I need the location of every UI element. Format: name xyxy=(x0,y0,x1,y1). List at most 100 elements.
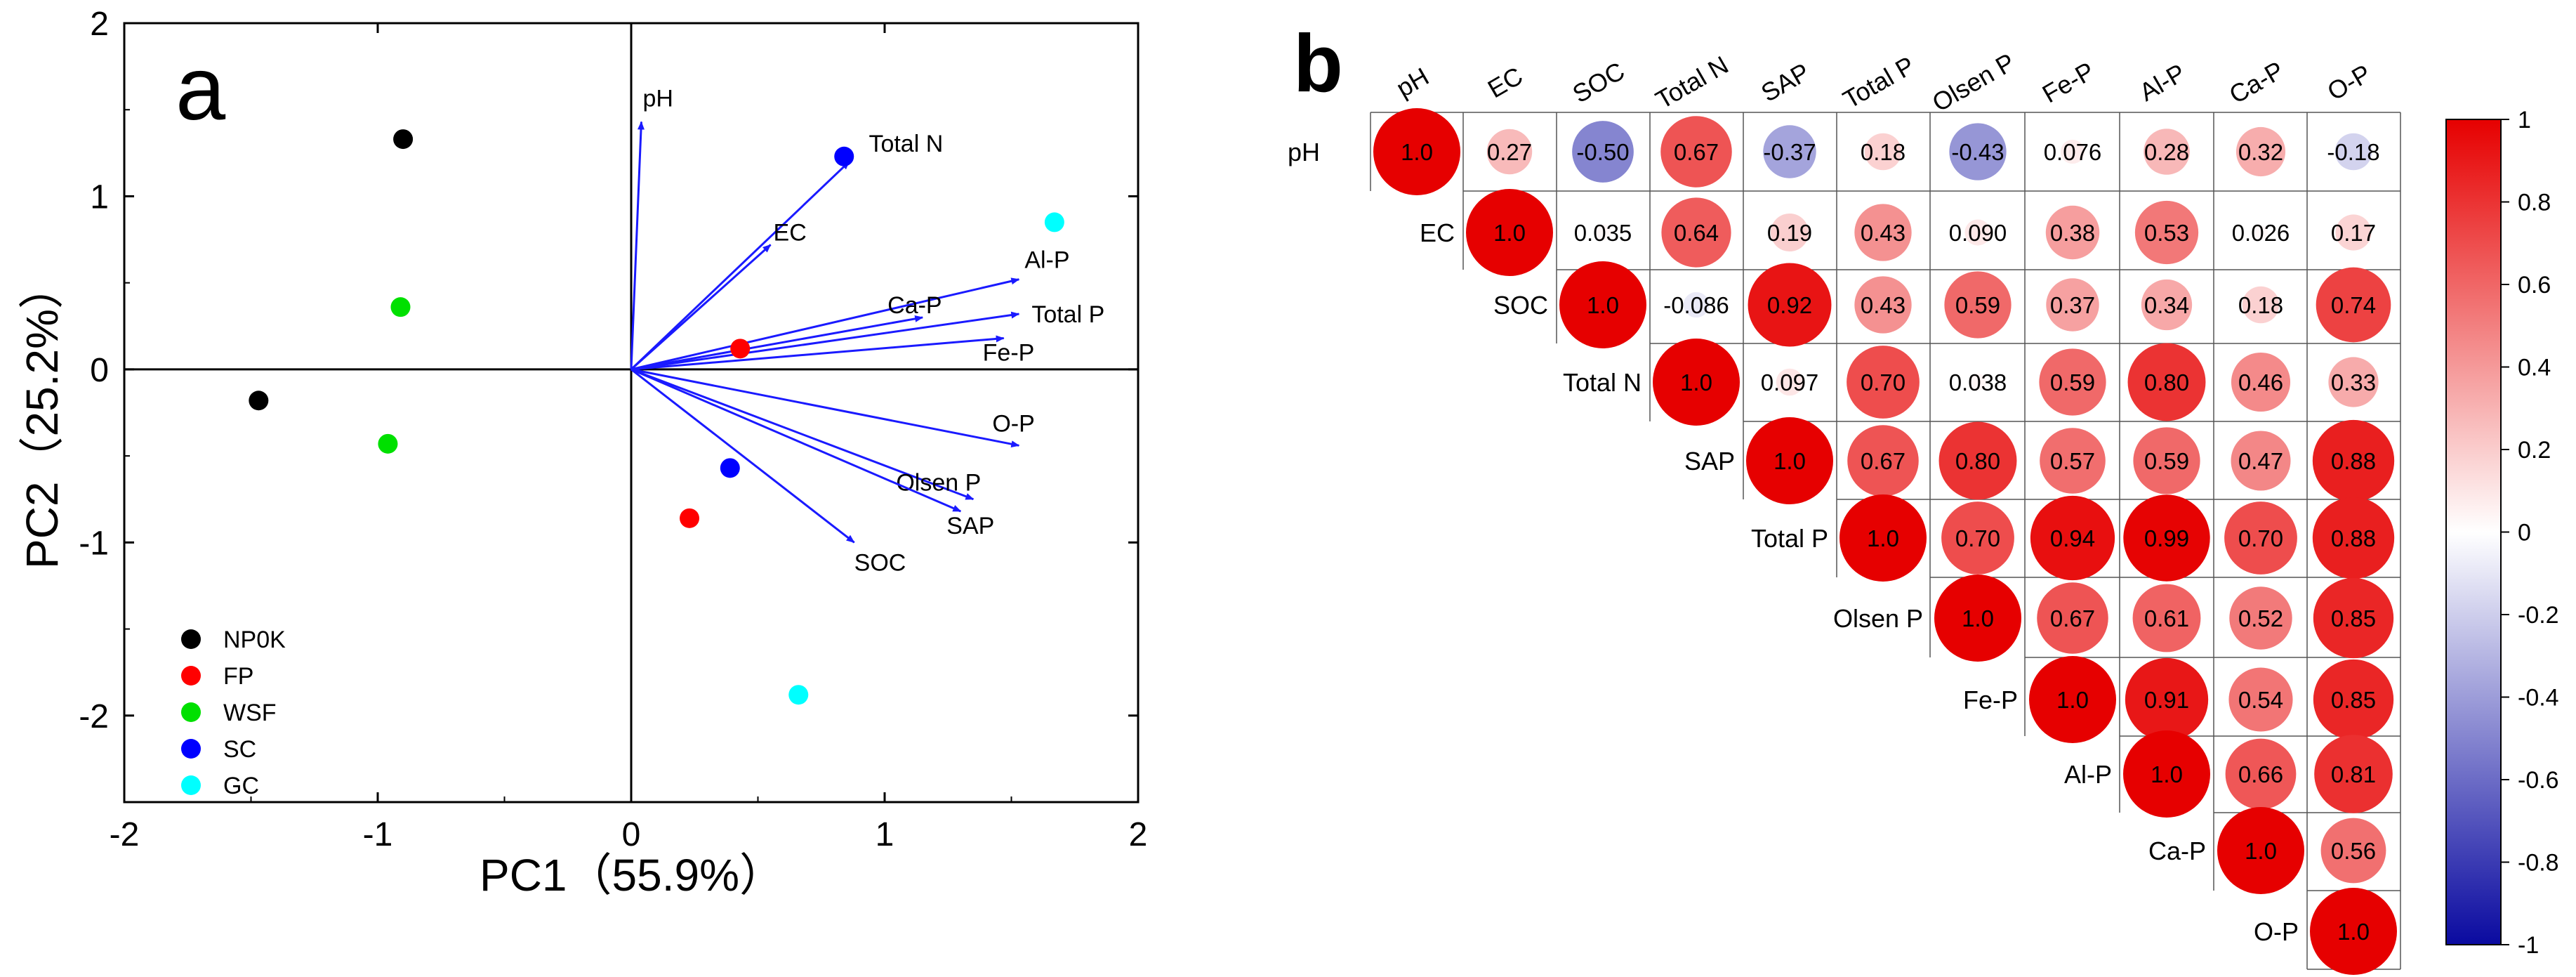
panel-b-label: b xyxy=(1293,18,1343,109)
correlation-value: 1.0 xyxy=(2337,919,2370,945)
correlation-value: 0.91 xyxy=(2144,687,2189,713)
loading-label-ph: pH xyxy=(642,85,673,112)
correlation-value: 0.85 xyxy=(2331,687,2376,713)
correlation-value: 0.88 xyxy=(2331,525,2376,551)
correlation-value: 0.43 xyxy=(1861,220,1905,246)
pca-y-axis-title: PC2（25.2%） xyxy=(17,264,67,569)
loading-label-soc: SOC xyxy=(854,549,906,576)
loading-label-total-p: Total P xyxy=(1031,301,1104,328)
loading-label-ca-p: Ca-P xyxy=(887,292,942,319)
loading-arrow-olsen-p xyxy=(630,368,975,501)
score-point-sc xyxy=(720,458,740,478)
correlation-circle xyxy=(1969,373,1987,391)
correlation-circle xyxy=(1559,261,1646,348)
correlation-circle xyxy=(1466,189,1553,276)
colorbar-tick-label: -0.8 xyxy=(2518,850,2559,877)
loading-label-ec: EC xyxy=(774,219,807,246)
correlation-value: 0.19 xyxy=(1767,220,1812,246)
correlation-circle xyxy=(2045,205,2100,260)
correlation-value: 0.92 xyxy=(1767,292,1812,318)
correlation-value: 0.57 xyxy=(2050,448,2095,474)
score-point-np0k xyxy=(249,391,269,411)
x-tick-label: 2 xyxy=(1129,816,1148,853)
correlation-value: 1.0 xyxy=(1680,369,1712,395)
correlation-value: 0.59 xyxy=(2050,369,2095,395)
correlation-value: 0.33 xyxy=(2331,369,2376,395)
correlation-value: 0.53 xyxy=(2144,220,2189,246)
correlation-circle xyxy=(2060,139,2085,164)
correlation-value: 0.94 xyxy=(2050,525,2095,551)
colorbar-tick-label: 0.8 xyxy=(2518,190,2551,216)
correlation-value: 0.17 xyxy=(2331,220,2376,246)
correlation-value: 0.038 xyxy=(1949,369,2007,395)
column-header-total-n: Total N xyxy=(1651,50,1733,114)
correlation-value: 1.0 xyxy=(1867,525,1899,551)
correlation-value: 0.70 xyxy=(2238,525,2283,551)
y-tick-label: 1 xyxy=(90,178,109,216)
correlation-circle xyxy=(2316,267,2391,343)
correlation-circle xyxy=(2335,214,2372,251)
correlation-circle xyxy=(2144,129,2190,175)
correlation-colorbar: 1 0.8 0.6 0.4 0.2 0 -0.2 -0.4 -0.6 -0.8 -1 xyxy=(2445,107,2559,959)
score-point-fp xyxy=(680,508,700,528)
correlation-value: 0.56 xyxy=(2331,838,2376,864)
column-header-ph: pH xyxy=(1392,62,1434,103)
correlation-value: 0.026 xyxy=(2232,220,2290,246)
loading-label-olsen-p: Olsen P xyxy=(896,470,981,497)
row-label-olsen-p: Olsen P xyxy=(1833,604,1923,633)
correlation-value: 1.0 xyxy=(1401,139,1433,165)
column-header-soc: SOC xyxy=(1568,56,1630,109)
correlation-circle xyxy=(2039,348,2106,416)
loading-arrow-total-n xyxy=(630,161,850,370)
correlation-circle xyxy=(1964,219,1991,246)
loading-arrow-ca-p xyxy=(630,315,924,371)
correlation-circle xyxy=(1776,368,1804,396)
loading-arrow-o-p xyxy=(630,368,1020,448)
column-header-ec: EC xyxy=(1483,61,1528,104)
correlation-value: -0.37 xyxy=(1763,139,1816,165)
correlation-circle xyxy=(2254,225,2268,240)
correlation-circle xyxy=(1746,417,1833,504)
correlation-circle xyxy=(1594,224,1611,241)
correlation-value: 0.46 xyxy=(2238,369,2283,395)
correlation-circle xyxy=(2123,494,2210,582)
correlation-value: 1.0 xyxy=(2245,838,2277,864)
loading-arrow-total-p xyxy=(630,311,1020,371)
correlation-circle xyxy=(2037,582,2108,654)
score-point-gc xyxy=(788,685,809,705)
correlation-value: -0.086 xyxy=(1663,292,1729,318)
pca-x-axis-title: PC1（55.9%） xyxy=(480,850,784,900)
correlation-circle xyxy=(2224,501,2297,575)
correlation-value: 0.67 xyxy=(1861,448,1905,474)
correlation-circle xyxy=(1864,133,1902,171)
correlation-circle xyxy=(2242,286,2280,324)
colorbar-tick-label: 0.4 xyxy=(2518,355,2551,381)
correlation-value: 0.090 xyxy=(1949,220,2007,246)
legend-marker-fp xyxy=(181,666,201,686)
correlation-circle xyxy=(2134,200,2199,265)
row-label-ca-p: Ca-P xyxy=(2148,837,2206,865)
correlation-value: 0.74 xyxy=(2331,292,2376,318)
row-label-ph: pH xyxy=(1288,138,1320,166)
correlation-value: -0.43 xyxy=(1951,139,2004,165)
correlation-value: 0.43 xyxy=(1861,292,1905,318)
correlation-row-labels: pH EC SOC Total N SAP Total P Olsen P Fe-P Al-P C… xyxy=(1288,138,2299,946)
colorbar-tick-label: 1 xyxy=(2518,107,2531,133)
correlation-value: 0.80 xyxy=(1955,448,2000,474)
correlation-value: 0.70 xyxy=(1861,369,1905,395)
loading-arrow-fe-p xyxy=(630,335,1005,371)
pca-score-points xyxy=(249,129,1064,705)
correlation-circle xyxy=(2320,818,2386,884)
correlation-circle xyxy=(1661,197,1731,268)
correlation-value: 1.0 xyxy=(1493,220,1526,246)
correlation-value: 1.0 xyxy=(2151,761,2183,787)
correlation-circle xyxy=(2313,659,2394,740)
legend-marker-wsf xyxy=(181,702,201,722)
pca-axis-ticks: -2 -1 0 1 2 -2 -1 0 1 2 xyxy=(79,6,1147,853)
correlation-value: 0.34 xyxy=(2144,292,2189,318)
correlation-value: 0.37 xyxy=(2050,292,2095,318)
correlation-column-headers: pH EC SOC Total N SAP Total P Olsen P Fe-P Al-P C… xyxy=(1392,47,2376,117)
legend-marker-gc xyxy=(181,775,201,795)
correlation-circle xyxy=(2141,279,2193,331)
